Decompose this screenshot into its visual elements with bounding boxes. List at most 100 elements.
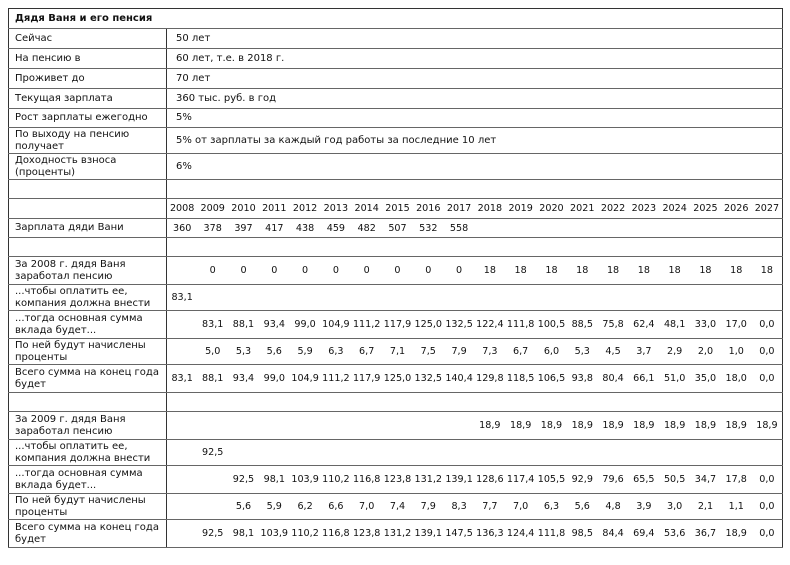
value-cell: 18	[628, 256, 660, 285]
value-cell: 7,5	[412, 338, 444, 365]
value-cell: 50,5	[659, 465, 691, 494]
value-cell: 4,8	[597, 493, 629, 520]
value-cell	[412, 411, 444, 440]
table-title: Дядя Ваня и его пенсия	[7, 8, 784, 29]
value-cell: 7,0	[351, 493, 383, 520]
param-label: На пенсию в	[8, 48, 167, 69]
value-cell: 18,9	[751, 411, 784, 440]
calc-row: За 2009 г. дядя Ваня заработал пенсию 18,…	[8, 411, 784, 440]
value-cell: 0,0	[751, 338, 784, 365]
value-cell: 5,9	[289, 338, 321, 365]
value-cell: 2,1	[690, 493, 721, 520]
value-cell	[382, 411, 413, 440]
value-cell	[320, 284, 352, 311]
value-cell: 75,8	[597, 310, 629, 339]
value-cell	[289, 439, 321, 466]
value-cell: 2011	[258, 198, 290, 219]
value-cell: 104,9	[320, 310, 352, 339]
value-cell: 18,9	[474, 411, 506, 440]
param-row: Текущая зарплата 360 тыс. руб. в год	[8, 88, 784, 109]
value-cell: 6,2	[289, 493, 321, 520]
value-cell: 0	[320, 256, 352, 285]
value-cell: 397	[228, 218, 259, 238]
value-cell: 18,9	[536, 411, 567, 440]
value-cell: 0	[258, 256, 290, 285]
value-cell: 111,2	[320, 364, 352, 393]
value-cell	[382, 439, 413, 466]
value-cell: 125,0	[412, 310, 444, 339]
value-cell: 116,8	[320, 519, 352, 548]
row-label: По ней будут начислены проценты	[8, 338, 167, 365]
empty-cell	[8, 392, 167, 412]
value-cell: 124,4	[505, 519, 537, 548]
value-cell: 2013	[320, 198, 352, 219]
calc-row: Всего сумма на конец года будет 83,1 88,1 9…	[8, 364, 784, 393]
value-cell: 123,8	[351, 519, 383, 548]
value-cell: 118,5	[505, 364, 537, 393]
value-cell: 83,1	[197, 310, 229, 339]
empty-cell	[166, 179, 784, 199]
value-cell: 8,3	[443, 493, 475, 520]
value-cell	[258, 284, 290, 311]
param-row: На пенсию в 60 лет, т.е. в 2018 г.	[8, 48, 784, 69]
calc-row: Всего сумма на конец года будет 92,5 98,1 1…	[8, 519, 784, 548]
param-label: По выходу на пенсию получает	[8, 127, 167, 154]
value-cell: 84,4	[597, 519, 629, 548]
row-label: За 2008 г. дядя Ваня заработал пенсию	[8, 256, 167, 285]
value-cell: 18	[597, 256, 629, 285]
value-cell: 0,0	[751, 465, 784, 494]
value-cell: 53,6	[659, 519, 691, 548]
value-cell	[536, 439, 567, 466]
empty-cell	[8, 237, 167, 257]
value-cell	[628, 218, 660, 238]
value-cell: 2026	[720, 198, 752, 219]
value-cell: 2016	[412, 198, 444, 219]
value-cell: 18	[474, 256, 506, 285]
value-cell: 0,0	[751, 493, 784, 520]
value-cell: 35,0	[690, 364, 721, 393]
value-cell: 88,1	[228, 310, 259, 339]
value-cell: 104,9	[289, 364, 321, 393]
value-cell: 18,9	[659, 411, 691, 440]
value-cell: 110,2	[289, 519, 321, 548]
value-cell	[228, 411, 259, 440]
param-row: Проживет до 70 лет	[8, 68, 784, 89]
row-label: ...чтобы оплатить ее, компания должна вн…	[8, 439, 167, 466]
value-cell: 18	[720, 256, 752, 285]
value-cell: 7,4	[382, 493, 413, 520]
value-cell: 2017	[443, 198, 475, 219]
value-cell	[474, 284, 506, 311]
value-cell: 2021	[566, 198, 598, 219]
value-cell: 136,3	[474, 519, 506, 548]
param-label: Рост зарплаты ежегодно	[8, 108, 167, 128]
value-cell: 103,9	[289, 465, 321, 494]
value-cell	[382, 284, 413, 311]
value-cell	[659, 439, 691, 466]
value-cell: 128,6	[474, 465, 506, 494]
value-cell: 122,4	[474, 310, 506, 339]
value-cell: 507	[382, 218, 413, 238]
value-cell: 140,4	[443, 364, 475, 393]
value-cell	[166, 493, 198, 520]
value-cell	[197, 284, 229, 311]
empty-cell	[166, 237, 784, 257]
param-row: Рост зарплаты ежегодно 5%	[8, 108, 784, 128]
value-cell: 116,8	[351, 465, 383, 494]
row-label: Зарплата дяди Вани	[8, 218, 167, 238]
value-cell: 2027	[751, 198, 784, 219]
value-cell	[505, 218, 537, 238]
param-value: 5% от зарплаты за каждый год работы за п…	[166, 127, 784, 154]
value-cell: 3,9	[628, 493, 660, 520]
value-cell	[197, 411, 229, 440]
value-cell: 92,5	[228, 465, 259, 494]
title-row: Дядя Ваня и его пенсия	[7, 8, 784, 29]
value-cell: 98,1	[228, 519, 259, 548]
value-cell: 69,4	[628, 519, 660, 548]
value-cell: 33,0	[690, 310, 721, 339]
value-cell: 6,7	[505, 338, 537, 365]
value-cell: 7,3	[474, 338, 506, 365]
value-cell	[443, 284, 475, 311]
value-cell: 2008	[166, 198, 198, 219]
value-cell	[412, 284, 444, 311]
value-cell: 93,4	[258, 310, 290, 339]
